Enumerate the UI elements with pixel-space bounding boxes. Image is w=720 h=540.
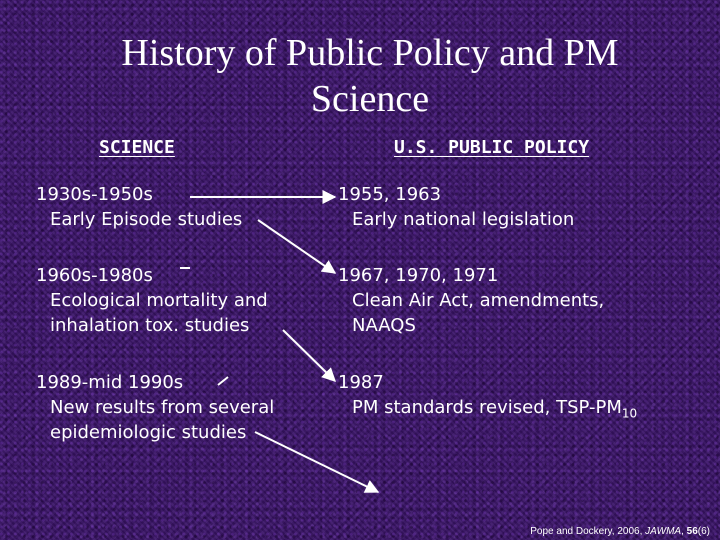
policy-years-1: 1955, 1963	[338, 184, 442, 205]
science-desc-3b: epidemiologic studies	[50, 422, 247, 443]
science-desc-2b: inhalation tox. studies	[50, 315, 250, 336]
policy-desc-2a: Clean Air Act, amendments,	[352, 290, 605, 311]
arrow-3	[282, 329, 336, 382]
science-item-1: 1930s-1950s Early Episode studies	[36, 182, 242, 232]
arrow-4	[254, 431, 380, 493]
science-period-2: 1960s-1980s	[36, 265, 153, 286]
science-header: SCIENCE	[99, 137, 175, 158]
citation-issue: (6)	[697, 526, 710, 537]
science-desc-1: Early Episode studies	[50, 209, 243, 230]
tick-2	[217, 376, 229, 386]
policy-desc-3-subscript: 10	[621, 406, 638, 421]
policy-years-3: 1987	[338, 372, 384, 393]
science-item-3: 1989-mid 1990s New results from several …	[36, 370, 274, 445]
policy-years-2: 1967, 1970, 1971	[338, 265, 499, 286]
science-item-2: 1960s-1980s Ecological mortality and inh…	[36, 263, 268, 338]
citation: Pope and Dockery, 2006, JAWMA, 56(6)	[530, 526, 710, 537]
science-desc-3a: New results from several	[50, 397, 275, 418]
policy-item-1: 1955, 1963 Early national legislation	[338, 182, 574, 232]
policy-desc-2b: NAAQS	[352, 315, 416, 336]
citation-volume: 56	[686, 526, 698, 537]
policy-item-3: 1987 PM standards revised, TSP-PM10	[338, 370, 637, 427]
policy-desc-1: Early national legislation	[352, 209, 575, 230]
science-period-1: 1930s-1950s	[36, 184, 153, 205]
arrow-2	[257, 219, 337, 274]
policy-item-2: 1967, 1970, 1971 Clean Air Act, amendmen…	[338, 263, 604, 338]
science-desc-2a: Ecological mortality and	[50, 290, 268, 311]
policy-desc-3: PM standards revised, TSP-PM10	[338, 395, 637, 427]
citation-authors: Pope and Dockery, 2006,	[530, 526, 643, 537]
citation-journal: JAWMA	[645, 526, 682, 537]
page-title: History of Public Policy and PM Science	[121, 32, 619, 120]
policy-header: U.S. PUBLIC POLICY	[394, 137, 590, 158]
policy-desc-3-text: PM standards revised, TSP-PM	[352, 397, 622, 418]
science-period-3: 1989-mid 1990s	[36, 372, 184, 393]
